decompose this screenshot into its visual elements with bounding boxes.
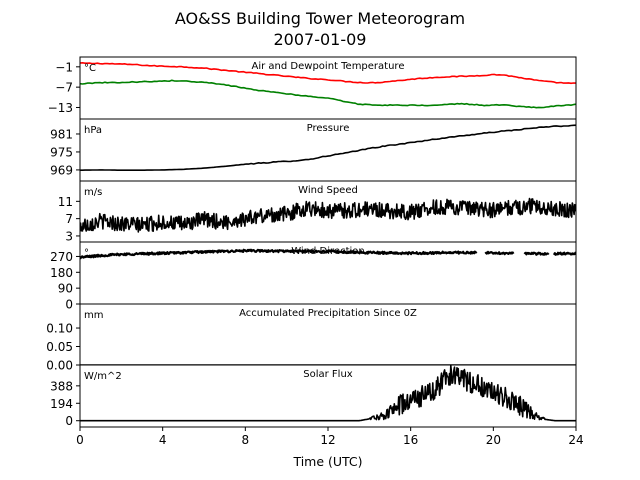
y-tick-label: −1 [55,60,73,74]
y-tick-label: 194 [50,397,73,411]
y-tick-label: 975 [50,145,73,159]
y-tick-label: 0 [65,298,73,312]
y-tick-label: 180 [50,266,73,280]
panel-title: Accumulated Precipitation Since 0Z [239,308,417,319]
panel-title: Pressure [307,123,350,134]
y-tick-label: 981 [50,127,73,141]
y-tick-label: 270 [50,250,73,264]
x-tick-label: 0 [76,433,84,447]
panel-title: Solar Flux [303,369,353,380]
x-tick-label: 20 [486,433,501,447]
series-line-1-1 [80,61,576,85]
x-tick-label: 8 [242,433,250,447]
unit-label: °C [84,63,96,74]
y-tick-label: 0.00 [46,359,73,373]
series-line-4-1-part2 [484,250,515,256]
unit-label: W/m^2 [84,371,122,382]
x-axis-label: Time (UTC) [292,454,362,469]
unit-label: ° [84,248,89,259]
y-tick-label: −13 [48,101,73,115]
y-tick-label: 11 [58,195,73,209]
y-tick-label: 0 [65,414,73,428]
y-tick-label: 969 [50,163,73,177]
series-line-4-1-part3 [523,251,550,256]
y-tick-label: 388 [50,379,73,393]
panel-5: Accumulated Precipitation Since 0Z mm 0.10… [46,303,577,373]
series-line-3-1 [80,197,576,233]
panel-1: Air and Dewpoint Temperature °C −1 −7 −13 [48,56,577,120]
panel-3: Wind Speed m/s 11 7 3 [58,180,577,243]
series-line-1-2 [80,79,576,109]
panel-4: Wind Direction ° 270 180 90 0 [50,241,577,312]
panel-2: Pressure hPa 981 975 969 [50,118,577,182]
y-tick-label: 3 [65,229,73,243]
y-tick-label: −7 [55,81,73,95]
y-tick-label: 7 [65,212,73,226]
x-tick-label: 12 [320,433,335,447]
series-line-4-1-part4 [552,251,576,256]
unit-label: hPa [84,125,102,136]
series-line-2-1 [80,124,576,171]
series-line-6-1 [80,365,576,422]
x-axis: 0 4 8 12 16 20 24 [76,427,584,447]
x-tick-label: 16 [403,433,418,447]
panel-title: Air and Dewpoint Temperature [252,61,405,72]
chart-title: AO&SS Building Tower Meteorogram [175,9,465,28]
panel-6: Solar Flux W/m^2 388 194 0 [50,364,577,428]
panel-stack: Air and Dewpoint Temperature °C −1 −7 −13 Pre… [46,56,577,428]
y-tick-label: 0.10 [46,322,73,336]
x-tick-label: 24 [568,433,583,447]
unit-label: m/s [84,187,102,198]
y-tick-label: 90 [58,282,73,296]
panel-title: Wind Direction [291,246,365,257]
unit-label: mm [84,310,103,321]
chart-subtitle: 2007-01-09 [274,30,367,49]
panel-title: Wind Speed [298,185,358,196]
y-tick-label: 0.05 [46,340,73,354]
x-tick-label: 4 [159,433,167,447]
series-line-4-1 [80,248,478,260]
